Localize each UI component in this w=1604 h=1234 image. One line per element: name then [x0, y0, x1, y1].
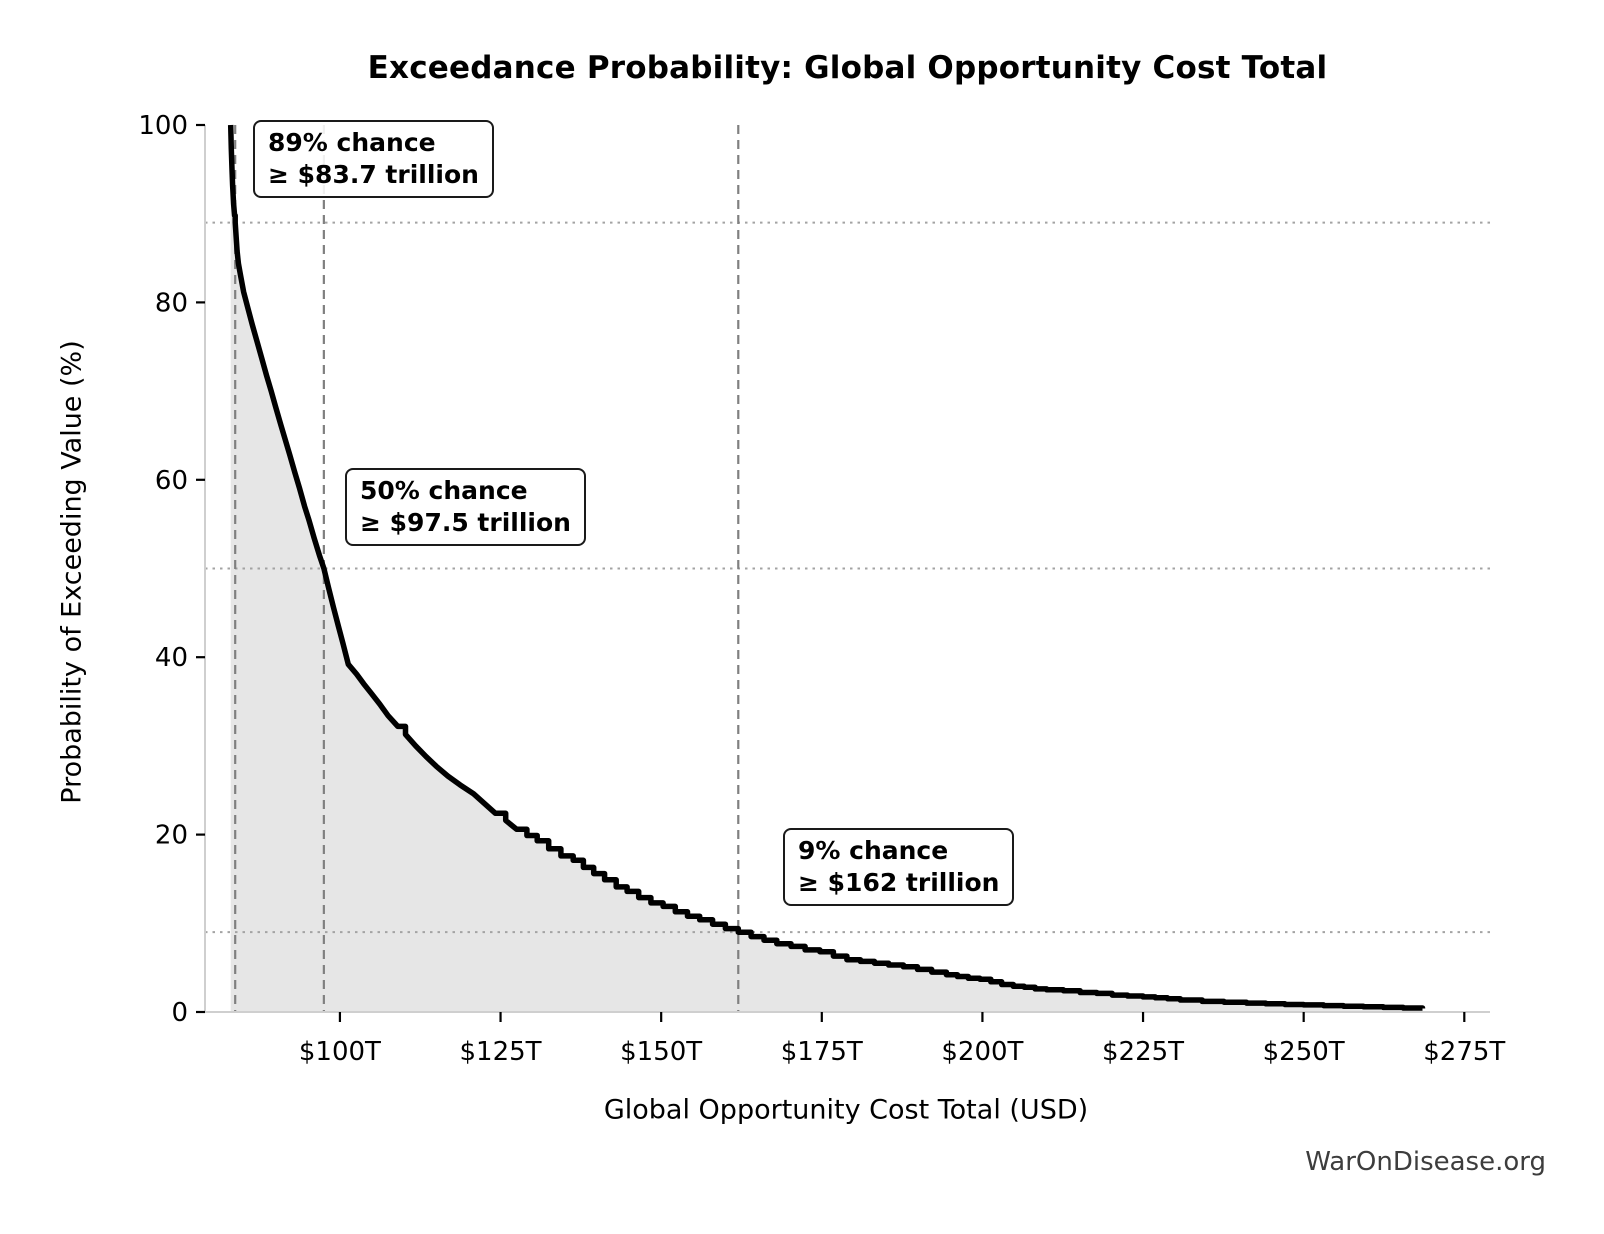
x-tick-label-$100T: $100T: [299, 1037, 381, 1067]
exceedance-curve: [227, 124, 1426, 1011]
x-tick-label-$150T: $150T: [620, 1037, 702, 1067]
watermark: WarOnDisease.org: [1305, 1147, 1546, 1177]
x-tick-label-$200T: $200T: [941, 1037, 1023, 1067]
annotation-50-percent: 50% chance ≥ $97.5 trillion: [345, 468, 586, 546]
y-tick-label-100: 100: [138, 111, 188, 141]
annotation-89-percent: 89% chance ≥ $83.7 trillion: [253, 120, 494, 198]
annotation-line-2: ≥ $97.5 trillion: [360, 508, 571, 537]
annotation-line-1: 9% chance: [798, 836, 949, 865]
y-tick-label-20: 20: [155, 821, 188, 851]
x-tick-label-$225T: $225T: [1102, 1037, 1184, 1067]
y-tick-label-80: 80: [155, 288, 188, 318]
x-tick-label-$175T: $175T: [781, 1037, 863, 1067]
y-axis-title: Probability of Exceeding Value (%): [56, 340, 88, 804]
x-axis-title: Global Opportunity Cost Total (USD): [603, 1094, 1089, 1126]
chart-title: Exceedance Probability: Global Opportuni…: [367, 50, 1328, 86]
x-tick-label-$250T: $250T: [1263, 1037, 1345, 1067]
area-fill: [230, 125, 1423, 1012]
x-tick-label-$275T: $275T: [1423, 1037, 1505, 1067]
y-tick-label-0: 0: [171, 998, 188, 1028]
annotation-line-1: 50% chance: [360, 476, 528, 505]
annotation-line-2: ≥ $83.7 trillion: [268, 160, 479, 189]
x-tick-label-$125T: $125T: [460, 1037, 542, 1067]
annotation-line-1: 89% chance: [268, 128, 436, 157]
y-tick-label-60: 60: [155, 466, 188, 496]
annotation-line-2: ≥ $162 trillion: [798, 868, 1000, 897]
y-tick-label-40: 40: [155, 643, 188, 673]
annotation-9-percent: 9% chance ≥ $162 trillion: [783, 828, 1015, 906]
